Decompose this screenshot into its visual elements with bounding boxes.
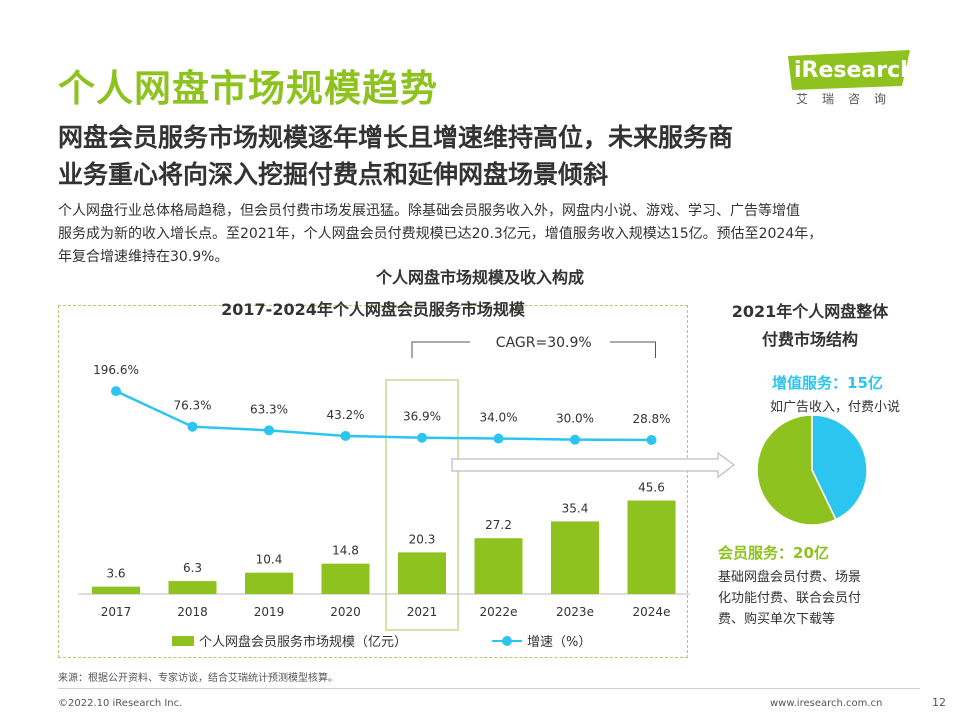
growth-rate-line <box>115 389 652 442</box>
pie-chart-title-line-2: 付费市场结构 <box>761 330 858 349</box>
description-line-2: 服务成为新的收入增长点。至2021年，个人网盘会员付费规模已达20.3亿元，增值… <box>58 226 823 242</box>
membership-service-desc-line-3: 费、购买单次下载等 <box>718 612 836 627</box>
cagr-bracket <box>411 341 656 358</box>
logo-subtext: 艾瑞咨询 <box>796 92 901 106</box>
bar-2017 <box>92 586 140 594</box>
pie-slice-1 <box>756 414 837 526</box>
source-note: 来源：根据公开资料、专家访谈，结合艾瑞统计预测模型核算。 <box>58 673 338 684</box>
growth-label-2019: 63.3% <box>250 402 288 416</box>
growth-label-2024e: 28.8% <box>632 412 670 426</box>
pie-slice-0 <box>811 414 868 521</box>
footer-divider <box>58 688 920 689</box>
legend-line-dot <box>502 636 512 646</box>
growth-label-2017: 196.6% <box>93 363 139 377</box>
description-line-3: 年复合增速维持在30.9%。 <box>58 249 229 265</box>
value-added-service-label: 增值服务：15亿 <box>772 374 883 392</box>
subtitle-line-1: 网盘会员服务市场规模逐年增长且增速维持高位，未来服务商 <box>58 123 734 152</box>
growth-label-2020: 43.2% <box>326 408 364 422</box>
transition-arrow <box>451 451 735 479</box>
growth-label-2018: 76.3% <box>173 399 211 413</box>
bar-label-2022e: 27.2 <box>485 518 512 532</box>
bar-label-2018: 6.3 <box>183 561 202 575</box>
subtitle-line-2: 业务重心将向深入挖掘付费点和延伸网盘场景倾斜 <box>58 160 609 189</box>
description-line-1: 个人网盘行业总体格局趋稳，但会员付费市场发展迅猛。除基础会员服务收入外，网盘内小… <box>58 203 800 219</box>
x-tick-2019: 2019 <box>254 605 285 619</box>
x-tick-2021: 2021 <box>407 605 438 619</box>
bar-label-2020: 14.8 <box>332 544 359 558</box>
growth-point-2018 <box>187 421 198 432</box>
x-tick-2017: 2017 <box>101 605 132 619</box>
growth-point-2021 <box>417 432 427 443</box>
growth-point-2023e <box>570 434 580 445</box>
bar-label-2017: 3.6 <box>106 567 125 581</box>
growth-point-2017 <box>111 386 121 397</box>
bar-chart-title: 2017-2024年个人网盘会员服务市场规模 <box>221 300 525 319</box>
x-tick-2018: 2018 <box>177 605 208 619</box>
membership-service-label: 会员服务：20亿 <box>718 544 829 562</box>
website-link[interactable]: www.iresearch.com.cn <box>770 698 883 709</box>
pie-chart-title-line-1: 2021年个人网盘整体 <box>731 302 889 321</box>
section-title: 个人网盘市场规模及收入构成 <box>375 268 584 287</box>
legend-line-label: 增速（%） <box>527 635 592 650</box>
growth-point-2020 <box>340 430 351 441</box>
chart-frame <box>58 305 688 658</box>
bar-label-2021: 20.3 <box>409 532 436 546</box>
growth-point-2024e <box>646 435 657 445</box>
value-added-service-desc: 如广告收入，付费小说 <box>770 400 901 415</box>
iresearch-logo: iResearch 艾瑞咨询 <box>788 50 918 110</box>
bar-2018 <box>168 581 217 594</box>
bar-label-2019: 10.4 <box>256 553 283 567</box>
bar-label-2023e: 35.4 <box>562 501 589 515</box>
growth-label-2023e: 30.0% <box>556 412 594 426</box>
bar-2019 <box>245 572 293 594</box>
x-tick-2020: 2020 <box>330 605 361 619</box>
bar-2020 <box>321 563 370 594</box>
x-tick-2024e: 2024e <box>633 605 671 619</box>
highlight-box-2021 <box>385 379 459 631</box>
logo-text: iResearch <box>794 58 916 83</box>
legend-bar-swatch <box>172 636 194 646</box>
cagr-label: CAGR=30.9% <box>496 335 592 351</box>
bar-label-2024e: 45.6 <box>638 481 665 495</box>
growth-point-2022e <box>493 433 504 444</box>
bar-2023e <box>551 521 599 594</box>
growth-label-2021: 36.9% <box>403 410 441 424</box>
bar-2022e <box>474 538 523 594</box>
membership-service-desc-line-1: 基础网盘会员付费、场景 <box>718 570 862 585</box>
page-title: 个人网盘市场规模趋势 <box>58 67 438 110</box>
legend-bar-label: 个人网盘会员服务市场规模（亿元） <box>199 635 408 650</box>
growth-label-2022e: 34.0% <box>479 411 517 425</box>
bar-2021 <box>398 552 446 594</box>
membership-service-desc-line-2: 化功能付费、联合会员付 <box>718 591 862 606</box>
logo-badge <box>788 50 910 90</box>
x-tick-2023e: 2023e <box>556 605 594 619</box>
x-tick-2022e: 2022e <box>480 605 518 619</box>
page-number: 12 <box>932 696 946 709</box>
copyright-text: ©2022.10 iResearch Inc. <box>58 698 183 709</box>
growth-point-2019 <box>264 425 274 436</box>
bar-2024e <box>627 500 676 594</box>
